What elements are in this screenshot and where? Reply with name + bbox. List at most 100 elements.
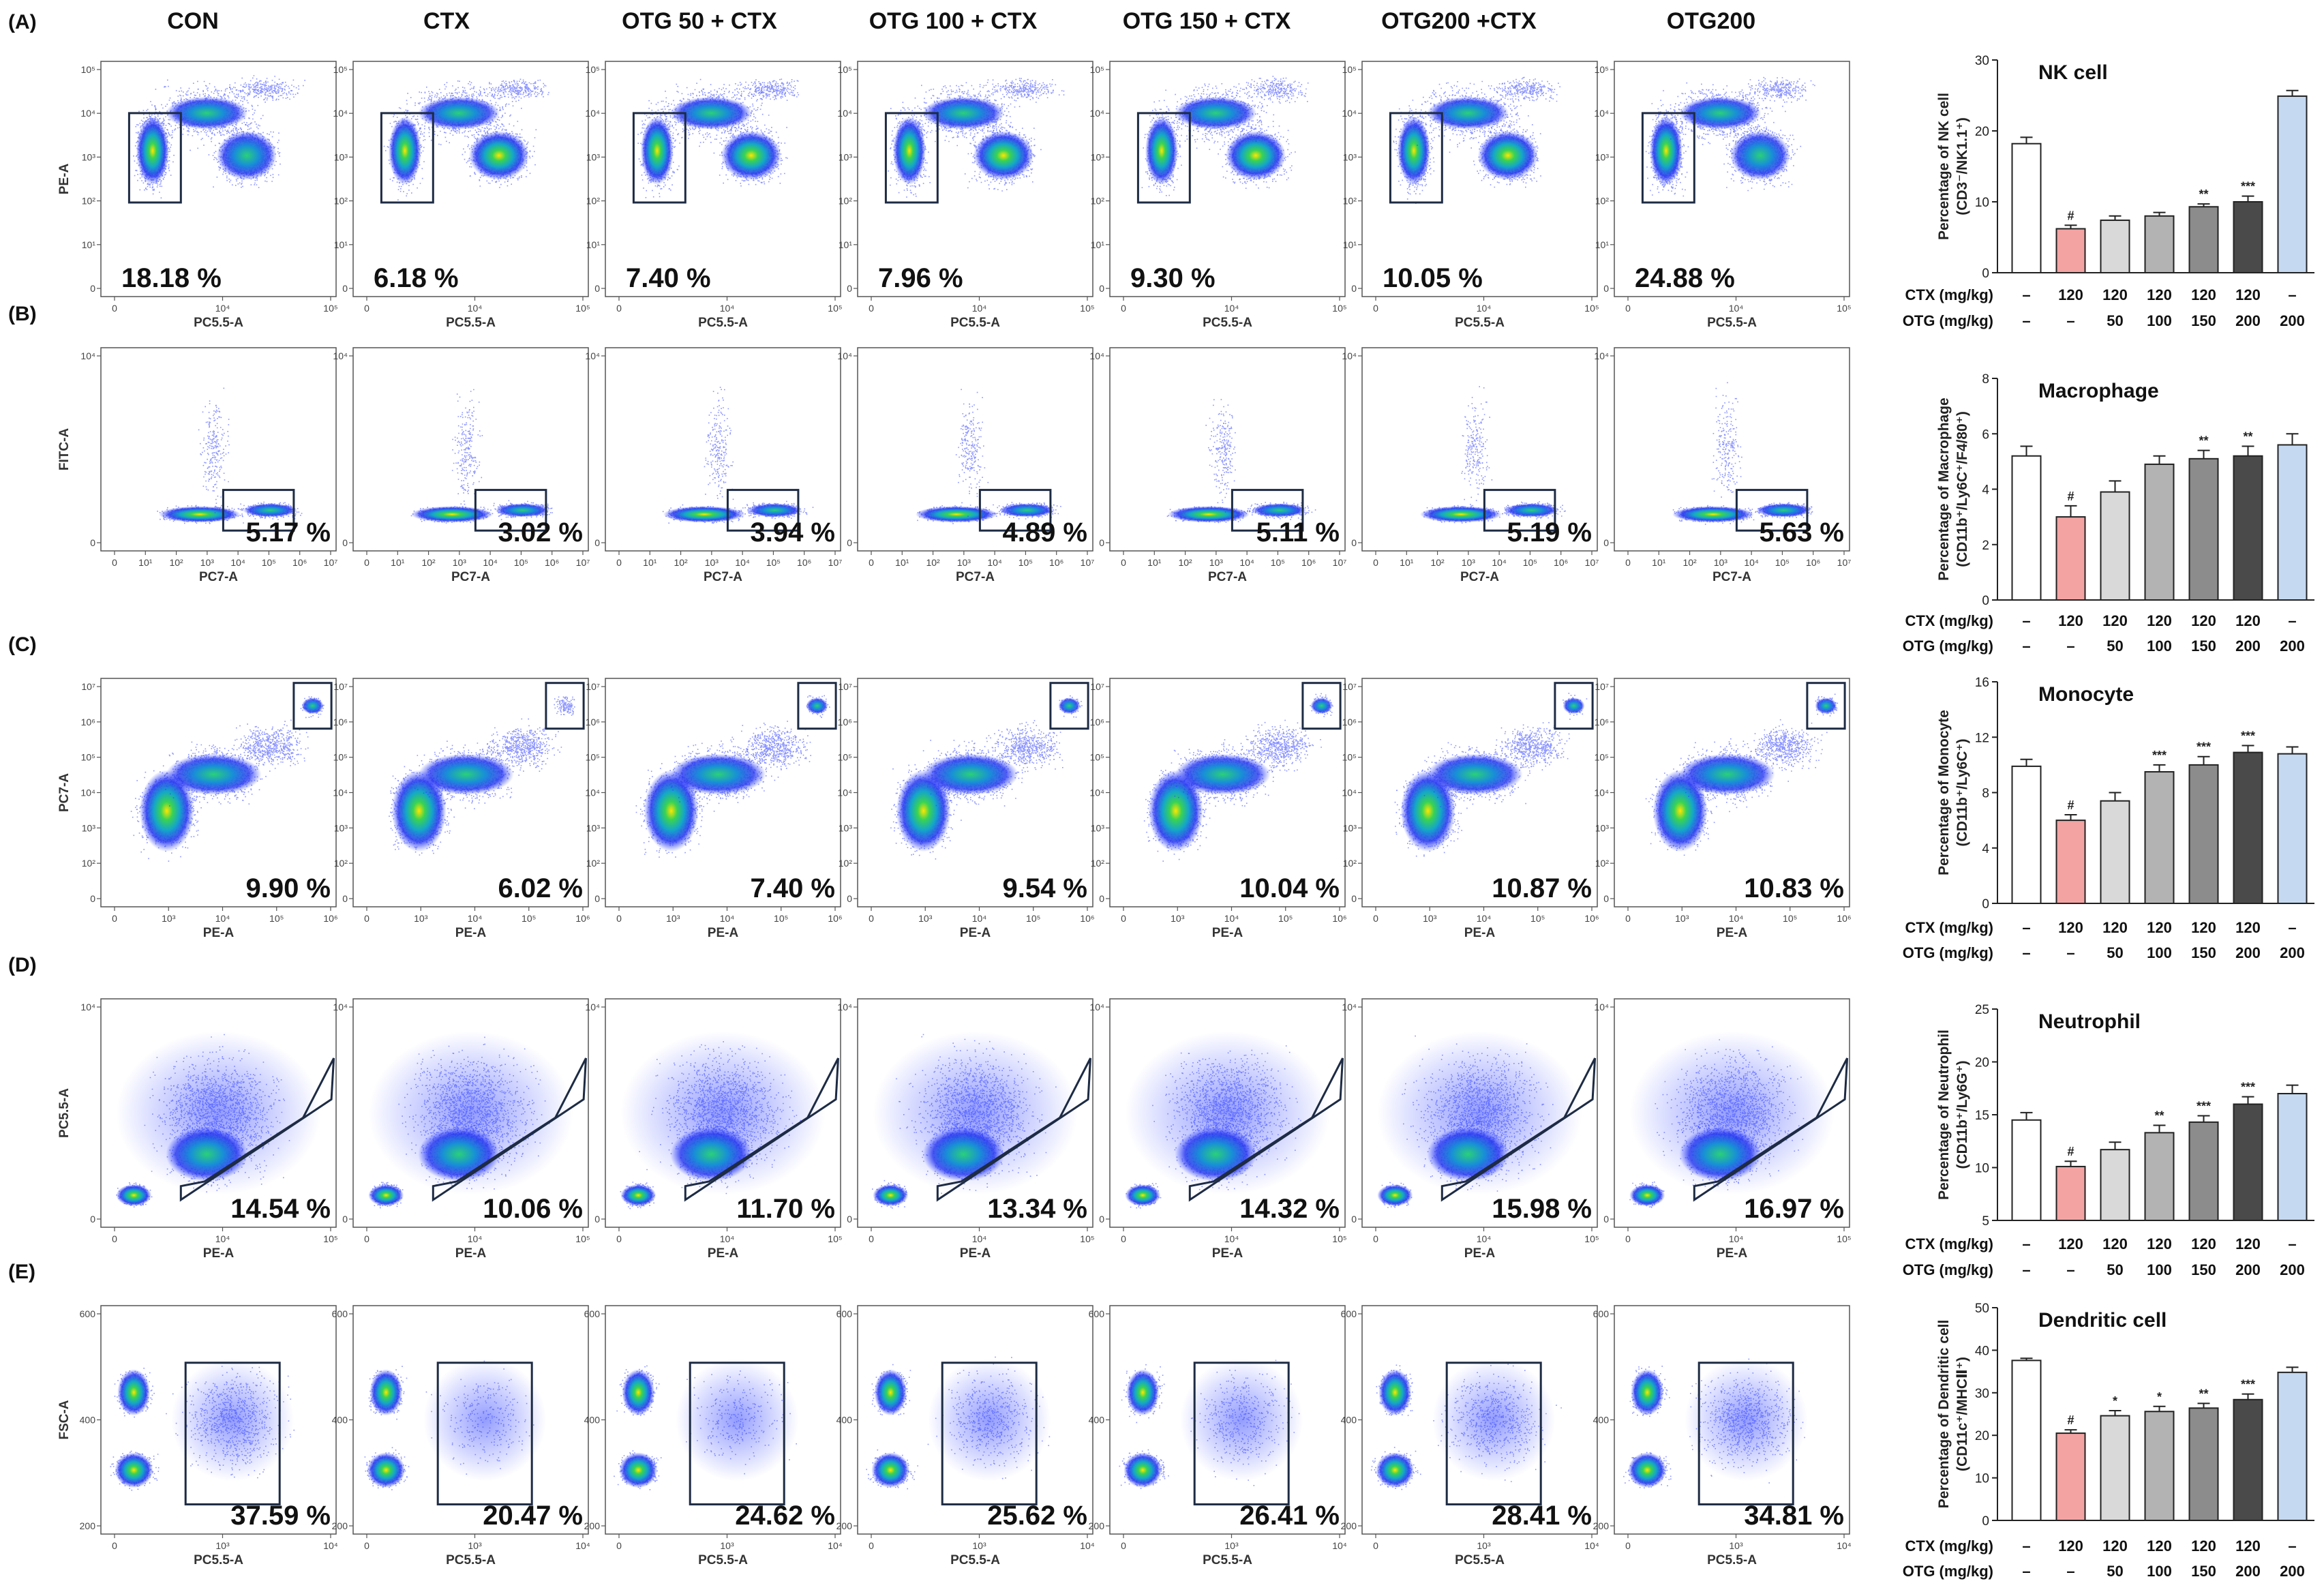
x-tick-label: 10⁶: [1806, 557, 1820, 568]
x-tick-label: 0: [364, 557, 369, 568]
y-tick-label: 200: [1341, 1520, 1357, 1531]
x-axis-label: PC7-A: [1460, 570, 1499, 584]
y-tick-label: 10⁶: [1090, 717, 1104, 727]
y-tick-label: 10³: [1595, 822, 1610, 833]
density-core: [115, 1452, 153, 1488]
x-tick-label: 10⁷: [324, 557, 338, 568]
ctx-row-label: CTX (mg/kg): [1905, 1235, 1993, 1252]
y-tick-label: 10⁶: [586, 717, 600, 727]
x-axis-label: PC7-A: [1712, 570, 1751, 584]
gate: [179, 1057, 335, 1202]
bar: [2011, 1360, 2042, 1521]
y-tick-label: 10¹: [1343, 239, 1357, 250]
otg-dose: –: [2022, 312, 2030, 329]
x-tick-label: 10⁵: [774, 913, 788, 924]
chart-title: Macrophage: [2038, 380, 2159, 402]
x-tick-label: 0: [869, 1540, 874, 1551]
density-core: [116, 1184, 152, 1207]
x-tick-label: 0: [1121, 303, 1126, 314]
y-tick-label: 200: [80, 1520, 96, 1531]
x-tick-label: 10³: [720, 1540, 734, 1551]
flow-plot: 37.59 % 0 10³ 10⁴ PC5.5-A 600 400 200 FSC-A: [57, 1305, 338, 1567]
y-tick-label: 10⁷: [1342, 681, 1357, 692]
x-tick-label: 10²: [1178, 557, 1192, 568]
x-axis-label: PE-A: [203, 926, 235, 940]
density-core: [922, 96, 1005, 130]
column-titles: CON CTX OTG 50 + CTX OTG 100 + CTX OTG 150 +…: [167, 8, 1755, 34]
panel-label: (C): [8, 633, 37, 656]
density-core: [1679, 753, 1775, 795]
scatter: [635, 695, 830, 858]
x-tick-label: 10⁴: [972, 303, 987, 314]
otg-dose: –: [2022, 637, 2030, 655]
density-core: [1225, 131, 1286, 180]
x-axis-label: PC5.5-A: [1707, 316, 1757, 330]
x-tick-label: 10²: [1682, 557, 1697, 568]
x-tick-label: 10⁶: [323, 913, 337, 924]
flow-plot: 10.05 % 0 10⁴ 10⁵ PC5.5-A 10⁵ 10⁴ 10³ 10² 10¹ 0: [1342, 61, 1599, 330]
x-tick-label: 10⁶: [1301, 557, 1316, 568]
y-tick-label: 5: [1982, 1214, 1989, 1229]
x-tick-label: 10⁴: [1332, 1540, 1347, 1551]
event-dots: [554, 696, 575, 716]
x-tick-label: 0: [1121, 1540, 1126, 1551]
x-tick-label: 10⁴: [1837, 1540, 1852, 1551]
y-tick-label: 10⁵: [838, 752, 852, 763]
density-core: [139, 770, 194, 852]
flow-plot: 15.98 % 0 10⁴ 10⁵ PE-A 10⁴ 0: [1342, 998, 1599, 1261]
bar: [2144, 1411, 2175, 1522]
y-tick-label: 30: [1975, 1387, 1989, 1401]
x-tick-label: 10³: [1477, 1540, 1491, 1551]
x-tick-label: 10⁵: [766, 557, 781, 568]
x-axis-label: PE-A: [960, 1246, 991, 1261]
density-core: [670, 1126, 753, 1182]
density-core: [410, 506, 493, 523]
x-axis-label: PE-A: [455, 926, 487, 940]
y-tick-label: 10⁴: [80, 350, 95, 361]
scatter: [110, 1358, 295, 1491]
x-axis-label: PE-A: [960, 926, 991, 940]
y-axis-label: Percentage of Macrophage: [1936, 397, 1952, 580]
flow-plot: 9.90 % 0 10³ 10⁴ 10⁵ 10⁶ PE-A 10⁷ 10⁶ 10⁵ 10⁴ 10³ 10…: [57, 678, 338, 940]
x-axis-label: PC5.5-A: [1455, 1553, 1505, 1567]
x-tick-label: 10⁵: [323, 303, 337, 314]
otg-dose: 50: [2107, 944, 2123, 961]
x-tick-label: 0: [616, 1540, 622, 1551]
y-tick-label: 10⁴: [1089, 350, 1104, 361]
significance-mark: ***: [2241, 1378, 2255, 1392]
y-tick-label: 10³: [1595, 151, 1610, 162]
density-core: [663, 506, 745, 523]
y-tick-label: 10⁷: [838, 681, 852, 692]
flow-plots: (A) 18.18 % 0 10⁴ 10⁵ PC5.5-A 10⁵ 10⁴ 10³ 10² 10¹ 0…: [8, 11, 1852, 1567]
x-tick-label: 10⁶: [575, 913, 590, 924]
y-tick-label: 10⁴: [1594, 1002, 1609, 1012]
x-tick-label: 10⁴: [972, 913, 987, 924]
y-tick-label: 10⁵: [333, 752, 348, 763]
y-axis-label: PC5.5-A: [57, 1088, 72, 1138]
bar: [2277, 444, 2308, 601]
y-tick-label: 10³: [82, 151, 96, 162]
x-tick-label: 10⁵: [1837, 1233, 1851, 1244]
x-tick-label: 0: [1625, 1233, 1631, 1244]
density-core: [418, 96, 500, 130]
x-tick-label: 10⁴: [1224, 913, 1239, 924]
otg-dose: 50: [2107, 637, 2123, 655]
y-tick-label: 10¹: [1091, 239, 1105, 250]
ctx-dose: 120: [2102, 612, 2128, 629]
y-tick-label: 10³: [1091, 822, 1105, 833]
y-tick-label: 10²: [839, 196, 853, 207]
x-tick-label: 10¹: [1400, 557, 1414, 568]
y-tick-label: 600: [1341, 1308, 1357, 1319]
y-tick-label: 10⁵: [586, 64, 600, 75]
y-tick-label: 4: [1982, 842, 1989, 856]
ctx-dose: 120: [2235, 1537, 2261, 1555]
x-tick-label: 10¹: [1147, 557, 1162, 568]
x-tick-label: 10³: [215, 1540, 230, 1551]
flow-plot: 3.94 % 0 10¹ 10² 10³ 10⁴ 10⁵ 10⁶ 10⁷ PC7-A 10⁴ 0: [585, 347, 842, 584]
ctx-dose: 120: [2235, 612, 2261, 629]
y-tick-label: 0: [90, 893, 95, 904]
otg-row-label: OTG (mg/kg): [1903, 637, 1993, 655]
density-core: [243, 503, 298, 517]
event-dots: [1235, 76, 1309, 104]
y-tick-label: 0: [1982, 897, 1989, 912]
